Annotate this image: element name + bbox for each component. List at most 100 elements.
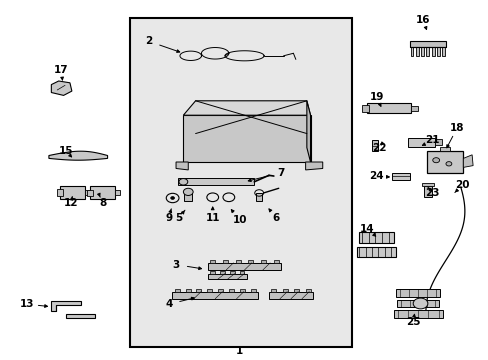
Bar (90, 186, 115, 199)
Text: 21: 21 (425, 135, 439, 145)
Bar (356, 247, 395, 257)
Bar (410, 106, 417, 111)
Text: 25: 25 (405, 317, 420, 327)
Bar (391, 173, 409, 180)
Bar (250, 289, 255, 292)
Text: 15: 15 (59, 146, 73, 156)
Text: 19: 19 (368, 92, 383, 102)
Bar (282, 289, 287, 292)
Bar (184, 192, 192, 201)
Bar (84, 190, 89, 195)
Bar (220, 271, 224, 274)
Text: 18: 18 (449, 123, 464, 133)
Bar (423, 186, 431, 197)
Bar (396, 300, 438, 307)
Bar (185, 289, 190, 292)
Bar (273, 260, 278, 263)
Bar (434, 139, 441, 145)
Bar (207, 274, 246, 279)
Bar (60, 186, 84, 199)
Bar (409, 41, 445, 47)
Text: 14: 14 (359, 224, 373, 234)
Circle shape (432, 158, 439, 163)
Text: 13: 13 (20, 299, 34, 309)
Bar (175, 289, 180, 292)
Bar (439, 147, 449, 151)
Bar (207, 289, 212, 292)
Bar (178, 178, 254, 185)
Bar (115, 190, 120, 195)
Text: 5: 5 (175, 213, 182, 223)
Circle shape (183, 188, 193, 195)
Bar (393, 310, 442, 318)
Bar (261, 260, 265, 263)
Bar (207, 263, 281, 270)
Bar (239, 289, 244, 292)
Bar (210, 260, 215, 263)
Circle shape (412, 298, 427, 309)
Bar (421, 183, 433, 186)
Text: 11: 11 (205, 213, 220, 223)
Text: 12: 12 (63, 198, 78, 208)
Polygon shape (305, 162, 322, 170)
Bar (371, 140, 377, 151)
Polygon shape (183, 115, 310, 162)
Bar (228, 289, 233, 292)
Text: 6: 6 (272, 213, 279, 223)
Text: 23: 23 (425, 188, 439, 198)
Text: 10: 10 (232, 215, 246, 225)
Text: 16: 16 (415, 15, 429, 25)
Bar (229, 271, 234, 274)
Bar (294, 289, 299, 292)
Bar (431, 47, 434, 56)
Polygon shape (462, 155, 472, 167)
Bar (359, 232, 393, 243)
Bar (218, 289, 223, 292)
Bar (305, 289, 310, 292)
Text: 1: 1 (236, 346, 243, 356)
Text: 7: 7 (277, 168, 285, 178)
Text: 8: 8 (99, 198, 106, 208)
Bar (395, 289, 439, 297)
Bar (271, 289, 276, 292)
Bar (57, 189, 62, 196)
Bar (235, 260, 240, 263)
Text: 3: 3 (172, 260, 179, 270)
Text: 20: 20 (454, 180, 468, 190)
Polygon shape (66, 314, 95, 318)
Bar (426, 47, 428, 56)
Bar (366, 103, 410, 113)
Circle shape (179, 179, 187, 185)
Polygon shape (49, 151, 107, 160)
Bar (441, 47, 444, 56)
Text: 2: 2 (145, 36, 152, 46)
Text: 4: 4 (164, 299, 172, 309)
Polygon shape (51, 301, 81, 311)
Bar (248, 260, 253, 263)
Bar (239, 271, 244, 274)
Bar (436, 47, 439, 56)
Bar (256, 193, 262, 201)
Bar (196, 289, 201, 292)
Polygon shape (183, 101, 310, 115)
Text: 9: 9 (165, 213, 172, 223)
Bar (268, 292, 312, 299)
Bar (361, 105, 368, 112)
Bar (87, 190, 93, 196)
Bar (172, 292, 258, 299)
Text: 22: 22 (371, 143, 386, 153)
Circle shape (445, 162, 451, 166)
Polygon shape (51, 81, 72, 95)
Bar (210, 271, 215, 274)
Bar (415, 47, 418, 56)
Polygon shape (306, 101, 310, 162)
Bar (420, 47, 423, 56)
Bar (407, 138, 434, 147)
Bar (410, 47, 413, 56)
Bar (223, 260, 227, 263)
Bar (426, 151, 462, 173)
Polygon shape (176, 162, 188, 170)
Text: 24: 24 (368, 171, 383, 181)
Bar (129, 18, 351, 347)
Text: 17: 17 (54, 65, 68, 75)
